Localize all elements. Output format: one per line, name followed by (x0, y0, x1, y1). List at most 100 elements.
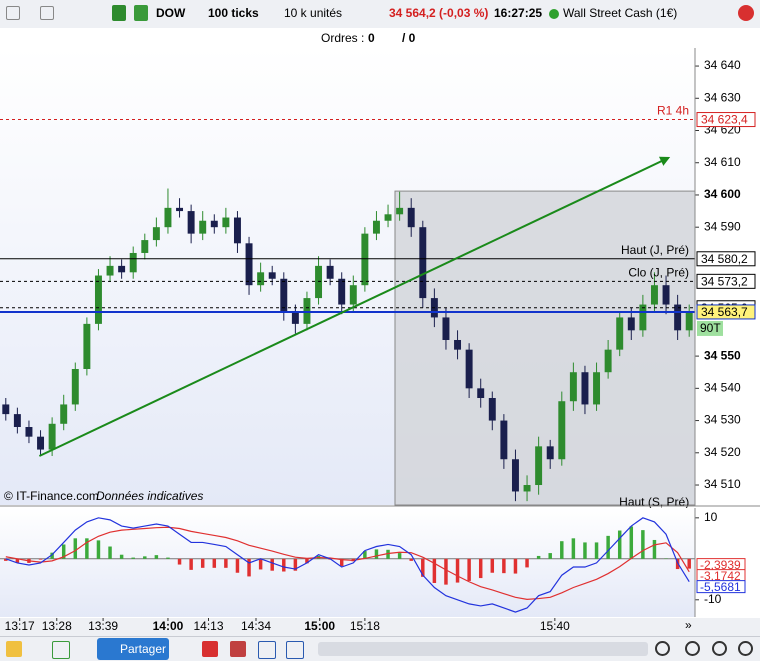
candle-body (350, 285, 357, 304)
level-name: R1 4h (657, 104, 689, 118)
candle-body (593, 372, 600, 404)
scrollbar[interactable] (318, 642, 648, 656)
candle-body (257, 272, 264, 285)
candle-body (222, 218, 229, 228)
candle-body (442, 317, 449, 340)
y-tick-label: 34 530 (704, 413, 741, 427)
icon[interactable] (202, 641, 218, 657)
x-tick-label: 14:00 (153, 619, 184, 633)
candle-body (315, 266, 322, 298)
ticks[interactable]: 100 ticks (208, 6, 259, 20)
histogram-bar (39, 559, 42, 560)
icon[interactable] (40, 6, 54, 20)
candle-body (141, 240, 148, 253)
histogram-bar (224, 559, 227, 568)
refresh[interactable] (738, 5, 754, 21)
candle-body (466, 350, 473, 389)
orders: 0 (368, 31, 375, 45)
candle-body (14, 414, 21, 427)
histogram-bar (572, 538, 575, 558)
histogram-bar (514, 559, 517, 574)
candle-body (361, 234, 368, 286)
candle-body (524, 485, 531, 491)
candle-body (512, 459, 519, 491)
histogram-bar (444, 559, 447, 585)
candle-body (408, 208, 415, 227)
icon[interactable] (258, 641, 276, 659)
icon[interactable] (6, 641, 22, 657)
histogram-bar (618, 531, 621, 559)
histogram-bar (131, 558, 134, 559)
symbol[interactable]: DOW (156, 6, 185, 20)
candle-body (95, 276, 102, 324)
histogram-bar (525, 559, 528, 568)
candle-body (338, 279, 345, 305)
histogram-bar (201, 559, 204, 568)
icon[interactable] (6, 6, 20, 20)
y-tick-label: 34 540 (704, 381, 741, 395)
status-dot (549, 9, 559, 19)
histogram-bar (108, 547, 111, 559)
level-label: 34 580,2 (701, 252, 748, 266)
icon[interactable] (286, 641, 304, 659)
zoom-reset[interactable] (738, 641, 753, 656)
toolbar: DOW 100 ticks 10 k unités 34 564,2 (-0,0… (0, 0, 760, 29)
candle-body (674, 305, 681, 331)
zoom[interactable] (655, 641, 670, 656)
histogram-bar (120, 555, 123, 559)
candle-body (153, 227, 160, 240)
annotation: Haut (S, Pré) (619, 495, 689, 509)
share-label[interactable]: Partager (120, 642, 166, 656)
candle-body (246, 243, 253, 285)
candle-body (60, 404, 67, 423)
histogram-bar (155, 555, 158, 559)
candle-body (477, 388, 484, 398)
candle-body (639, 305, 646, 331)
x-tick-label: 15:18 (350, 619, 380, 633)
histogram-bar (595, 542, 598, 558)
candle-body (130, 253, 137, 272)
candle-body (500, 421, 507, 460)
candle-body (558, 401, 565, 459)
tick-counter: 90T (700, 321, 721, 335)
histogram-bar (409, 559, 412, 561)
icon[interactable] (230, 641, 246, 657)
icon[interactable] (52, 641, 70, 659)
candle-body (164, 208, 171, 227)
candle-body (118, 266, 125, 272)
icon[interactable] (112, 5, 126, 21)
histogram-bar (282, 559, 285, 572)
x-tick-label: 15:40 (540, 619, 570, 633)
histogram-bar (560, 541, 563, 559)
candle-body (489, 398, 496, 421)
icon[interactable] (134, 5, 148, 21)
candle-body (396, 208, 403, 214)
y-tick-label: 34 630 (704, 90, 741, 104)
units[interactable]: 10 k unités (284, 6, 342, 20)
candle-body (234, 218, 241, 244)
histogram-bar (213, 559, 216, 568)
candle-body (72, 369, 79, 404)
candle-body (616, 317, 623, 349)
zoom-in[interactable] (685, 641, 700, 656)
candle-body (269, 272, 276, 278)
histogram-bar (606, 536, 609, 559)
source: © IT-Finance.com (4, 489, 99, 503)
histogram-bar (456, 559, 459, 583)
level-label: 34 623,4 (701, 113, 748, 127)
x-tick-label: 14:34 (241, 619, 271, 633)
x-tick-label: 15:00 (304, 619, 335, 633)
quote: 34 564,2 (-0,03 %) (389, 6, 488, 20)
level-name: Haut (J, Pré) (621, 243, 689, 257)
histogram-bar (687, 559, 690, 569)
scroll-arrow: » (685, 618, 692, 632)
x-tick-label: 13:17 (5, 619, 35, 633)
plot-bg (0, 508, 695, 617)
y-tick-label: 34 550 (704, 348, 741, 362)
zoom-out[interactable] (712, 641, 727, 656)
histogram-bar (502, 559, 505, 573)
histogram-bar (398, 553, 401, 559)
histogram-bar (259, 559, 262, 570)
histogram-bar (97, 540, 100, 558)
